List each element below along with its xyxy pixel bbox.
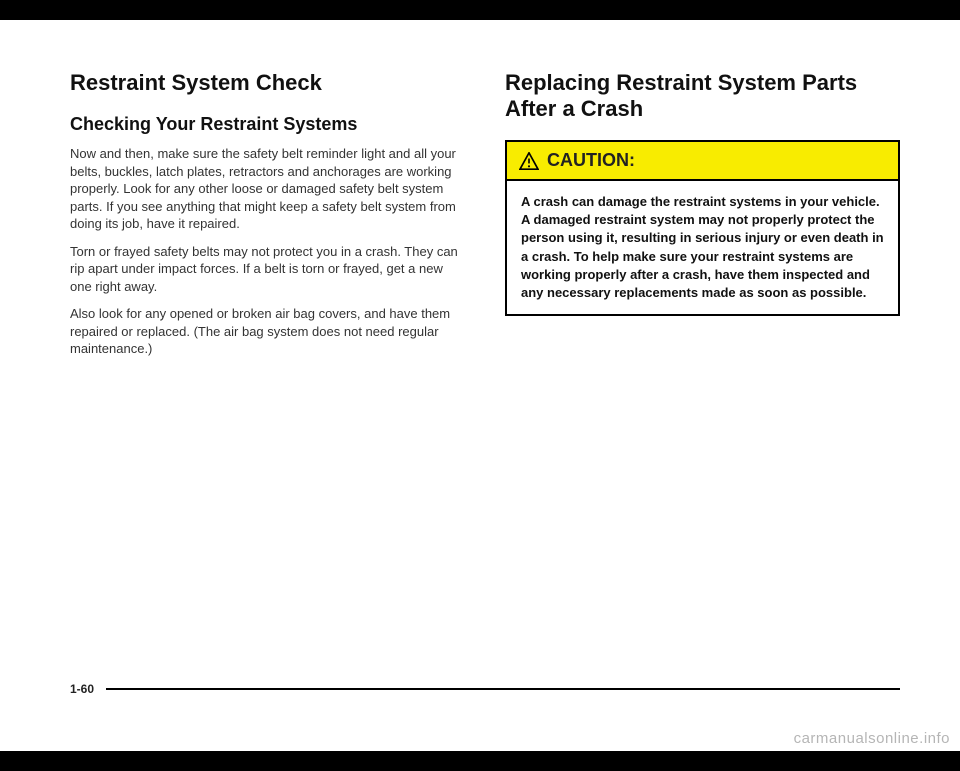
- left-column: Restraint System Check Checking Your Res…: [70, 70, 465, 368]
- subsection-title: Checking Your Restraint Systems: [70, 114, 465, 135]
- caution-box: CAUTION: A crash can damage the restrain…: [505, 140, 900, 316]
- warning-triangle-icon: [519, 152, 539, 170]
- right-column: Replacing Restraint System Parts After a…: [505, 70, 900, 368]
- caution-label: CAUTION:: [547, 150, 635, 171]
- title-line-1: Replacing Restraint System Parts: [505, 70, 857, 95]
- bottom-black-bar: [0, 751, 960, 771]
- page-footer: 1-60: [70, 682, 900, 696]
- paragraph: Torn or frayed safety belts may not prot…: [70, 243, 465, 296]
- section-title-right: Replacing Restraint System Parts After a…: [505, 70, 900, 122]
- watermark-text: carmanualsonline.info: [794, 730, 950, 747]
- page-content: Restraint System Check Checking Your Res…: [0, 20, 960, 751]
- caution-body-text: A crash can damage the restraint systems…: [507, 181, 898, 314]
- page-number: 1-60: [70, 682, 94, 696]
- caution-header: CAUTION:: [507, 142, 898, 181]
- section-title: Restraint System Check: [70, 70, 465, 96]
- paragraph: Now and then, make sure the safety belt …: [70, 145, 465, 233]
- columns: Restraint System Check Checking Your Res…: [70, 70, 900, 368]
- title-line-2: After a Crash: [505, 96, 643, 121]
- top-black-bar: [0, 0, 960, 20]
- paragraph: Also look for any opened or broken air b…: [70, 305, 465, 358]
- footer-rule: [106, 688, 900, 690]
